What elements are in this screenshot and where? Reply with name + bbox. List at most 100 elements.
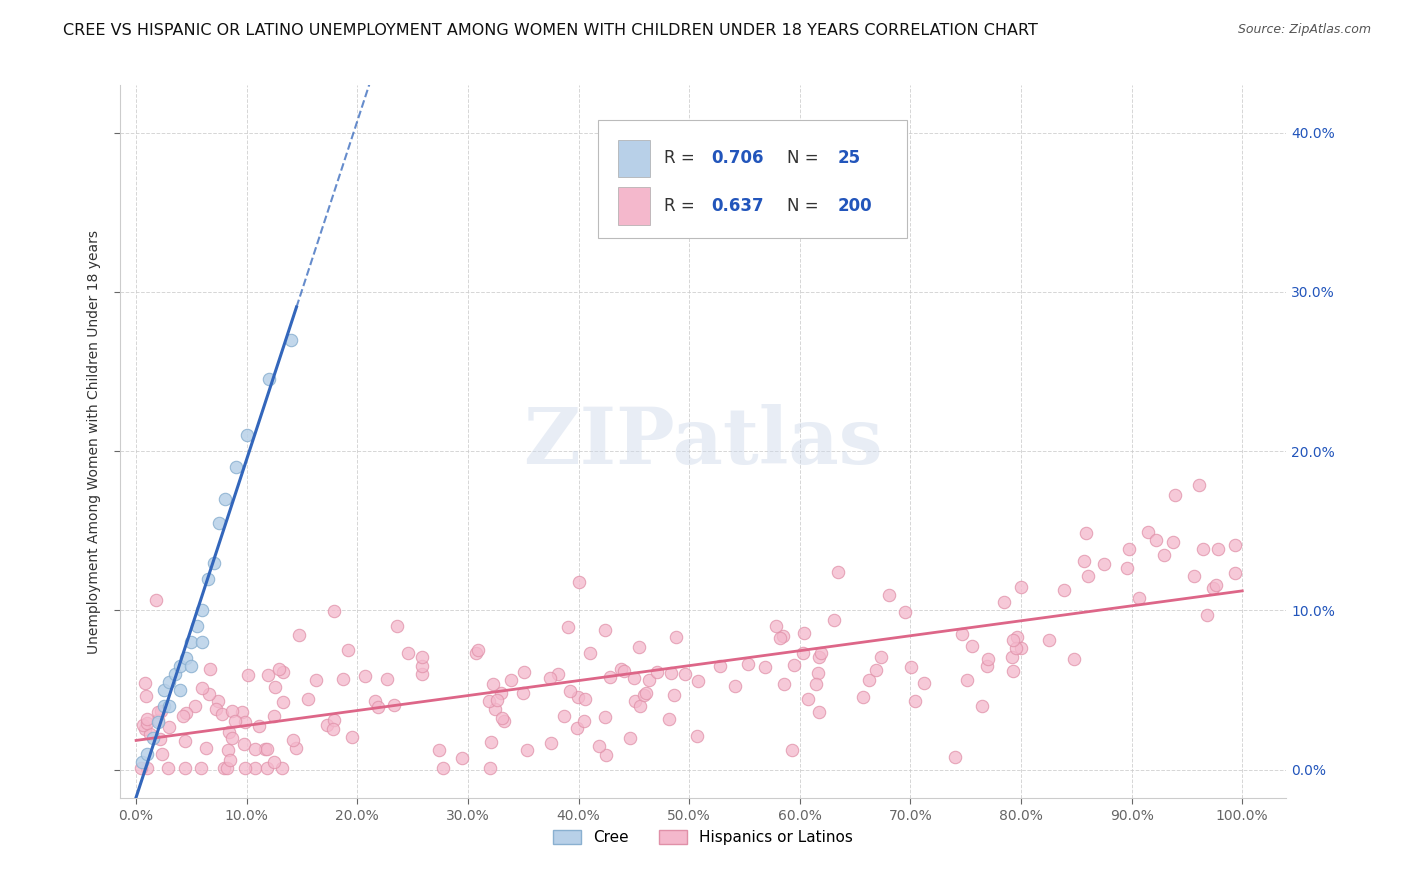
Point xyxy=(411,667,433,681)
Point xyxy=(257,668,280,682)
Point xyxy=(364,694,387,708)
Point xyxy=(129,761,152,775)
Point xyxy=(245,742,267,756)
Point xyxy=(823,613,845,627)
Point xyxy=(139,727,162,741)
Point xyxy=(427,742,450,756)
Point xyxy=(1206,542,1229,557)
Point xyxy=(1010,580,1032,594)
Point xyxy=(253,741,276,756)
Point xyxy=(197,572,219,586)
Point xyxy=(174,651,197,665)
Point xyxy=(793,625,815,640)
Y-axis label: Unemployment Among Women with Children Under 18 years: Unemployment Among Women with Children U… xyxy=(87,229,101,654)
Point xyxy=(208,516,231,530)
Point xyxy=(780,743,803,757)
Point xyxy=(852,690,875,704)
Point xyxy=(634,685,657,699)
Point xyxy=(557,620,579,634)
Point xyxy=(135,689,157,703)
Point xyxy=(197,687,219,701)
Point xyxy=(1153,548,1175,562)
Point xyxy=(1205,578,1227,592)
Point xyxy=(665,630,688,644)
Point xyxy=(411,659,433,673)
Point xyxy=(169,659,191,673)
Point xyxy=(202,556,225,570)
Text: N =: N = xyxy=(787,197,824,215)
Point xyxy=(1052,583,1074,598)
Point xyxy=(205,701,228,715)
Point xyxy=(221,704,243,718)
Point xyxy=(623,694,645,708)
Point xyxy=(491,711,513,725)
Point xyxy=(174,706,197,721)
Point xyxy=(136,747,159,761)
Point xyxy=(491,686,513,700)
Point xyxy=(134,675,156,690)
Point xyxy=(1092,558,1115,572)
Point xyxy=(737,657,759,671)
Point xyxy=(807,665,830,680)
Point xyxy=(613,664,636,678)
Point xyxy=(955,673,977,687)
Text: 200: 200 xyxy=(837,197,872,215)
Point xyxy=(315,717,337,731)
Point xyxy=(478,694,501,708)
Point xyxy=(1077,568,1099,582)
Point xyxy=(662,688,685,702)
Point xyxy=(385,619,408,633)
Point xyxy=(623,671,645,685)
Point xyxy=(257,372,280,386)
Point xyxy=(337,643,360,657)
Point xyxy=(224,714,246,729)
Point xyxy=(194,740,217,755)
Point xyxy=(396,646,419,660)
Point xyxy=(218,725,240,739)
Point xyxy=(769,632,792,646)
Point xyxy=(512,686,534,700)
Point xyxy=(136,715,159,730)
Point xyxy=(152,683,174,698)
Point xyxy=(567,690,589,705)
Point xyxy=(131,718,153,732)
Point xyxy=(808,650,831,665)
Point xyxy=(754,660,776,674)
Point xyxy=(574,691,596,706)
Point xyxy=(572,714,595,729)
Point xyxy=(538,671,561,685)
Point xyxy=(1136,524,1159,539)
Point xyxy=(661,666,683,681)
Point xyxy=(772,629,794,643)
Point xyxy=(375,673,398,687)
Point xyxy=(865,663,887,677)
Point xyxy=(174,761,197,775)
Point xyxy=(482,677,505,691)
Point xyxy=(976,659,998,673)
Point xyxy=(553,709,575,723)
Point xyxy=(658,712,681,726)
Point xyxy=(547,667,569,681)
Point xyxy=(354,669,377,683)
Point xyxy=(870,650,893,665)
Point xyxy=(579,646,602,660)
Point xyxy=(221,731,243,745)
Point xyxy=(1001,633,1024,648)
Point xyxy=(235,761,257,775)
Point xyxy=(628,640,651,655)
Point xyxy=(686,673,709,688)
Point xyxy=(610,663,633,677)
Point xyxy=(152,747,174,762)
Point xyxy=(322,722,344,736)
Point xyxy=(1201,581,1223,595)
Point xyxy=(323,603,346,617)
Point xyxy=(231,706,253,720)
Point xyxy=(146,713,169,727)
Point xyxy=(211,706,233,721)
Point xyxy=(1002,664,1025,678)
Point xyxy=(172,708,194,723)
Point xyxy=(797,692,820,706)
Point xyxy=(367,700,389,714)
Point xyxy=(972,699,994,714)
Point xyxy=(150,705,173,719)
